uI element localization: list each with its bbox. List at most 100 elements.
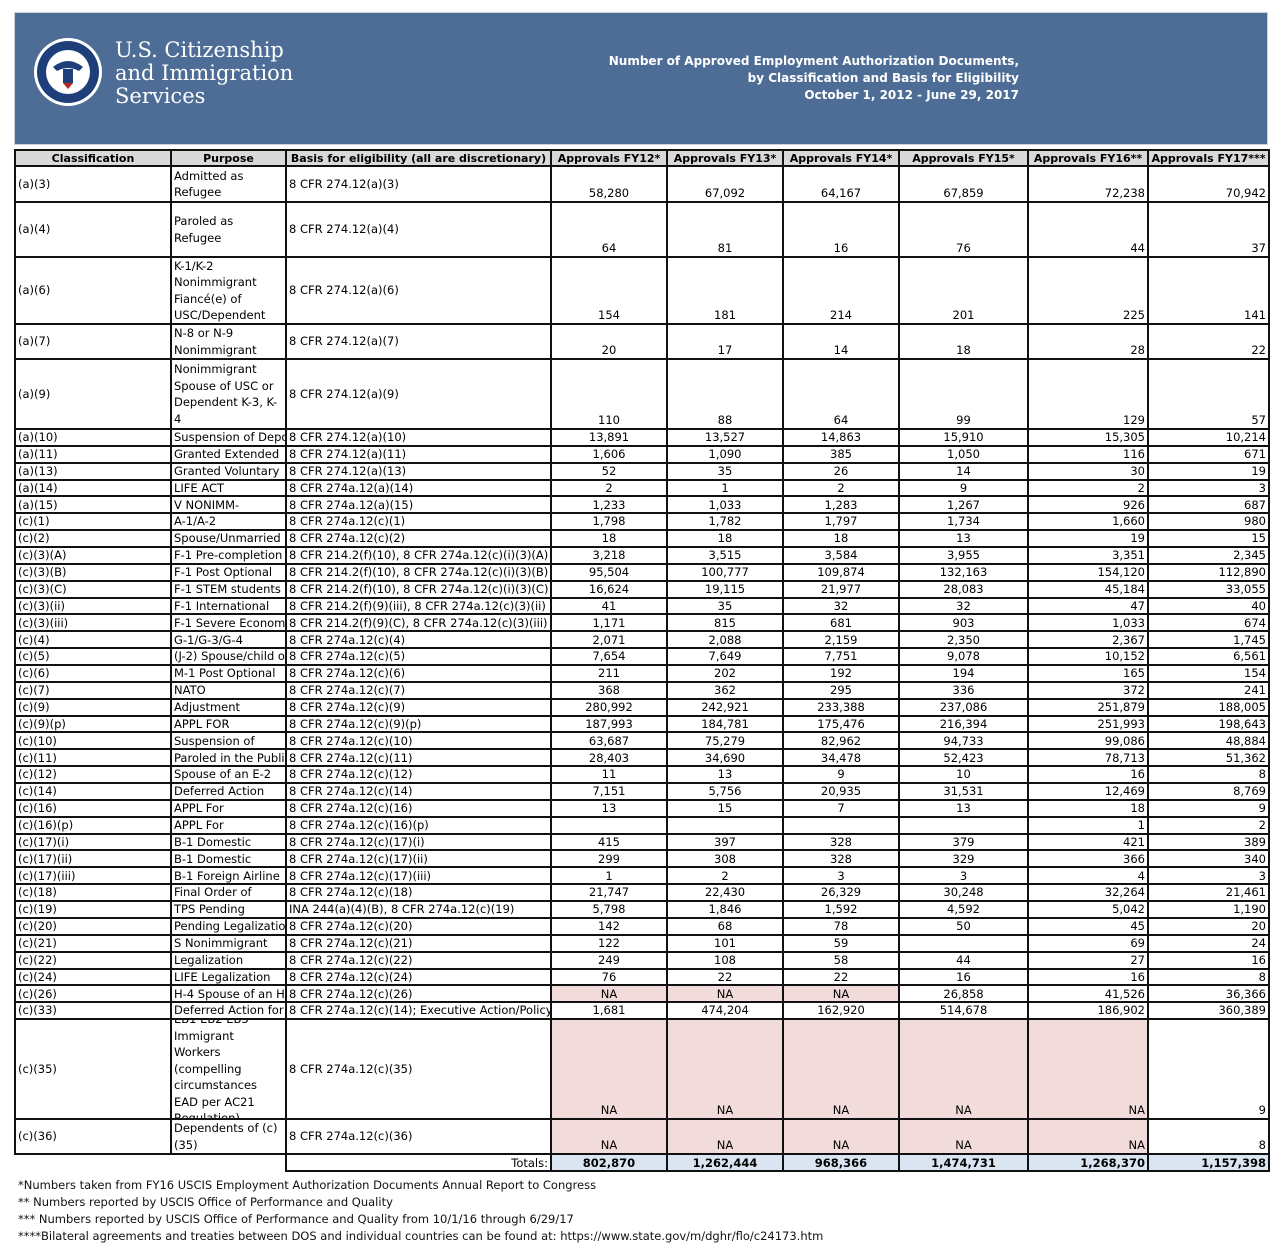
cell-content: 18 [601,531,617,546]
table-cell: 1,846 [666,900,784,919]
table-row: (c)(26) H-4 Spouse of an H- 8 CFR 274a.12(… [14,984,1270,1004]
table-cell: 7,654 [550,647,668,667]
cell-content: 76 [956,240,971,255]
table-cell: 1,797 [782,512,900,532]
cell-content: 64 [833,412,849,427]
table-cell: 1,090 [666,444,784,464]
cell-content: Pending Legalization [174,919,285,934]
table-cell: 16 [1147,950,1270,970]
table-cell: 2,345 [1147,546,1270,565]
cell-content: Suspension of Deportation/NACAR [174,430,284,445]
cell-content: (c)(26) [18,986,57,1001]
cell-content: NA [955,1137,972,1152]
table-cell: 3 [898,866,1029,886]
table-cell: 1,592 [782,900,900,919]
table-cell: 8 CFR 274a.12(c)(35) [285,1018,552,1121]
table-cell: (c)(36) [14,1118,172,1156]
total-cell: 968,366 [782,1153,900,1173]
cell-content: 4 [1137,868,1145,883]
cell-content: B-1 Foreign Airline [174,868,280,883]
cell-content: Paroled in the Public [174,750,285,765]
table-cell: N-8 or N-9 Nonimmigrant [170,323,287,360]
table-cell: 7 [782,798,900,818]
table-cell: 7,151 [550,782,668,801]
cell-content: S Nonimmigrant [174,935,268,950]
cell-content: 1,283 [824,497,858,512]
table-cell: (c)(9)(p) [14,714,172,734]
table-cell: 28 [1027,323,1149,360]
cell-content: 30 [1130,463,1145,478]
table-cell: 1,745 [1147,630,1270,650]
table-cell: Nonimmigrant Spouse of USC or Dependent … [170,358,287,430]
table-cell: 2 [1147,815,1270,835]
table-cell: 9 [1147,798,1270,818]
cell-content: 18 [717,531,733,546]
table-cell: 13,891 [550,428,668,447]
table-cell: 8 CFR 274a.12(c)(9)(p) [285,714,552,734]
cell-content: 1,782 [708,514,742,529]
cell-content: 198,643 [1218,716,1266,731]
cell-content: 63,687 [588,733,630,748]
cell-content: 100,777 [701,565,749,580]
table-cell: 3 [782,866,900,886]
cell-content: 82,962 [820,733,862,748]
cell-content: 1,033 [708,497,742,512]
cell-content: 64,167 [820,185,862,200]
cell-content: 20 [1251,919,1266,934]
table-cell: (a)(7) [14,323,172,360]
cell-content: 8 CFR 274a.12(c)(26) [289,986,413,1001]
total-value: 968,366 [814,1156,868,1171]
table-cell [898,933,1029,953]
table-cell: 67,859 [898,165,1029,203]
cell-content: 366 [1123,851,1145,866]
table-row: (c)(3)(A) F-1 Pre-completion 8 CFR 214.2(f… [14,546,1270,565]
cell-content: 1,734 [947,514,980,529]
cell-content: 108 [714,952,736,967]
table-cell [550,815,668,835]
cell-content: 903 [952,615,975,630]
cell-content: 8 CFR 274a.12(c)(1) [289,514,406,529]
cell-content: 35 [717,598,733,613]
table-row: (c)(2) Spouse/Unmarried 8 CFR 274a.12(c)(2… [14,529,1270,549]
table-cell: 8 CFR 274.12(a)(9) [285,358,552,430]
table-row: (c)(36) Dependents of (c)(35) 8 CFR 274a.1… [14,1118,1270,1156]
cell-content: 28,083 [943,581,984,596]
table-cell: 5,042 [1027,900,1149,919]
cell-content: 3 [959,868,968,883]
footnotes: *Numbers taken from FY16 USCIS Employmen… [18,1177,823,1245]
cell-content: 18 [956,342,971,357]
table-cell: 8 CFR 274a.12(c)(17)(ii) [285,849,552,869]
table-cell: Paroled as Refugee [170,201,287,258]
table-cell: 9,078 [898,647,1029,667]
table-cell: 308 [666,849,784,869]
cell-content: 8 CFR 274a.12(c)(17)(i) [289,834,425,849]
title-line: by Classification and Basis for Eligibil… [747,71,1019,85]
cell-content: (c)(21) [18,935,57,950]
table-cell: (a)(4) [14,201,172,258]
table-cell: 48,884 [1147,731,1270,751]
total-cell: 802,870 [550,1153,668,1173]
footnote: *Numbers taken from FY16 USCIS Employmen… [18,1178,597,1192]
cell-content: (c)(1) [18,514,50,529]
blank-cell [15,1154,171,1171]
cell-content: 57 [1251,412,1266,427]
table-cell: NA [550,984,668,1004]
table-cell: 18 [666,529,784,549]
cell-content: 28,403 [588,750,630,765]
cell-content: 20,935 [820,784,862,799]
cell-content: 3,351 [1112,548,1145,563]
cell-content: F-1 Pre-completion [174,548,283,563]
cell-content: (c)(17)(ii) [18,851,73,866]
table-cell: 16 [898,967,1029,987]
table-cell: 415 [550,832,668,852]
table-cell: (a)(14) [14,478,172,498]
table-cell: 32 [898,596,1029,616]
cell-content: 514,678 [939,1003,988,1018]
cell-content: 51,362 [1225,750,1266,765]
agency-line: and Immigration [115,61,294,85]
table-cell: 187,993 [550,714,668,734]
table-cell: 18 [550,529,668,549]
cell-content: B-1 Domestic [174,834,252,849]
table-cell: (c)(24) [14,967,172,987]
cell-content: 6,561 [1233,649,1266,664]
